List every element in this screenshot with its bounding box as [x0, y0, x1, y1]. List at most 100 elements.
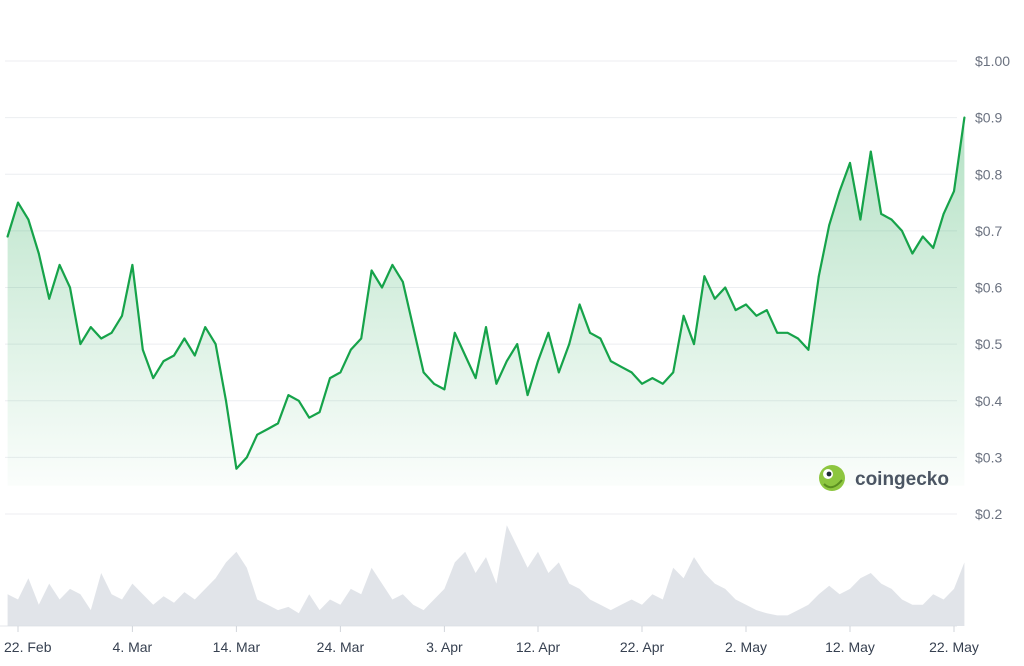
- price-point: [495, 382, 498, 385]
- price-point: [578, 303, 581, 306]
- price-point: [485, 326, 487, 328]
- price-point: [963, 116, 966, 119]
- price-point: [807, 348, 810, 351]
- price-point: [89, 326, 92, 328]
- price-point: [214, 343, 217, 345]
- price-point: [765, 309, 768, 311]
- price-point: [193, 354, 196, 357]
- price-point: [183, 337, 186, 340]
- price-point: [204, 326, 207, 328]
- price-point: [557, 371, 560, 374]
- price-point: [505, 360, 508, 362]
- price-point: [110, 331, 113, 334]
- price-point: [162, 360, 165, 362]
- price-point: [173, 354, 175, 357]
- x-tick-label: 12. Apr: [516, 639, 561, 655]
- x-axis: 22. Feb 4. Mar 14. Mar 24. Mar 3. Apr 12. Apr…: [4, 626, 979, 655]
- price-point: [453, 331, 456, 334]
- y-tick-label: $0.6: [975, 280, 1002, 296]
- price-point: [599, 337, 602, 340]
- price-point: [630, 371, 633, 374]
- price-point: [537, 360, 539, 362]
- price-point: [318, 411, 321, 413]
- price-point: [713, 297, 716, 300]
- price-point: [901, 230, 903, 232]
- price-point: [48, 297, 51, 300]
- price-point: [516, 343, 519, 345]
- price-point: [942, 213, 945, 215]
- price-point: [651, 377, 654, 379]
- price-point: [880, 213, 883, 215]
- price-line-group: [6, 116, 966, 470]
- price-point: [859, 218, 862, 221]
- price-point: [79, 343, 82, 345]
- price-point: [443, 388, 446, 391]
- x-tick-label: 22. Apr: [620, 639, 665, 655]
- price-point: [37, 252, 40, 255]
- x-tick-label: 2. May: [725, 639, 767, 655]
- price-point: [235, 467, 238, 470]
- price-point: [121, 314, 123, 317]
- price-point: [329, 377, 331, 379]
- price-point: [17, 201, 19, 204]
- price-point: [745, 303, 747, 306]
- price-point: [693, 343, 695, 345]
- price-point: [734, 309, 737, 311]
- price-point: [568, 343, 571, 345]
- price-point: [817, 275, 820, 278]
- price-point: [838, 190, 841, 193]
- x-tick-label: 24. Mar: [317, 639, 365, 655]
- x-tick-label: 3. Apr: [426, 639, 463, 655]
- price-point: [776, 331, 779, 334]
- price-point: [412, 326, 415, 328]
- price-point: [953, 190, 955, 193]
- volume-area: [7, 525, 965, 626]
- price-point: [277, 422, 279, 425]
- watermark-text: coingecko: [855, 469, 949, 490]
- y-tick-label: $0.9: [975, 110, 1002, 126]
- price-point: [932, 247, 935, 249]
- price-point: [308, 416, 311, 419]
- y-tick-label: $0.5: [975, 336, 1002, 352]
- price-point: [526, 394, 529, 396]
- price-point: [589, 331, 591, 334]
- price-point: [360, 337, 363, 340]
- price-point: [401, 280, 404, 283]
- price-point: [620, 365, 623, 368]
- coingecko-logo: coingecko: [819, 465, 949, 491]
- y-tick-label: $0.7: [975, 223, 1002, 239]
- price-point: [339, 371, 342, 374]
- price-point: [27, 218, 30, 221]
- y-tick-label: $0.4: [975, 393, 1002, 409]
- x-tick-label: 4. Mar: [113, 639, 153, 655]
- price-point: [641, 382, 643, 385]
- price-point: [152, 377, 155, 379]
- price-point: [703, 275, 706, 278]
- price-area: [7, 117, 965, 486]
- price-point: [266, 428, 269, 430]
- price-point: [682, 314, 685, 317]
- volume-area-path: [7, 525, 965, 626]
- y-axis: $1.00 $0.9 $0.8 $0.7 $0.6 $0.5 $0.4 $0.3 $0.2: [975, 53, 1010, 522]
- price-point: [464, 354, 467, 357]
- price-point: [225, 399, 227, 402]
- x-tick-label: 12. May: [825, 639, 875, 655]
- price-point: [381, 286, 383, 289]
- y-tick-label: $1.00: [975, 53, 1010, 69]
- x-tick-label: 22. May: [929, 639, 979, 655]
- price-point: [297, 399, 300, 402]
- price-point: [100, 337, 103, 340]
- price-point: [921, 235, 924, 238]
- price-point: [245, 456, 248, 459]
- price-point: [786, 331, 789, 334]
- x-tick-label: 22. Feb: [4, 639, 52, 655]
- price-point: [869, 150, 872, 153]
- price-point: [391, 264, 394, 266]
- price-point: [349, 348, 352, 351]
- price-point: [890, 218, 893, 221]
- price-point: [131, 264, 134, 266]
- price-point: [724, 286, 727, 289]
- price-point: [797, 337, 799, 340]
- price-point: [6, 235, 9, 238]
